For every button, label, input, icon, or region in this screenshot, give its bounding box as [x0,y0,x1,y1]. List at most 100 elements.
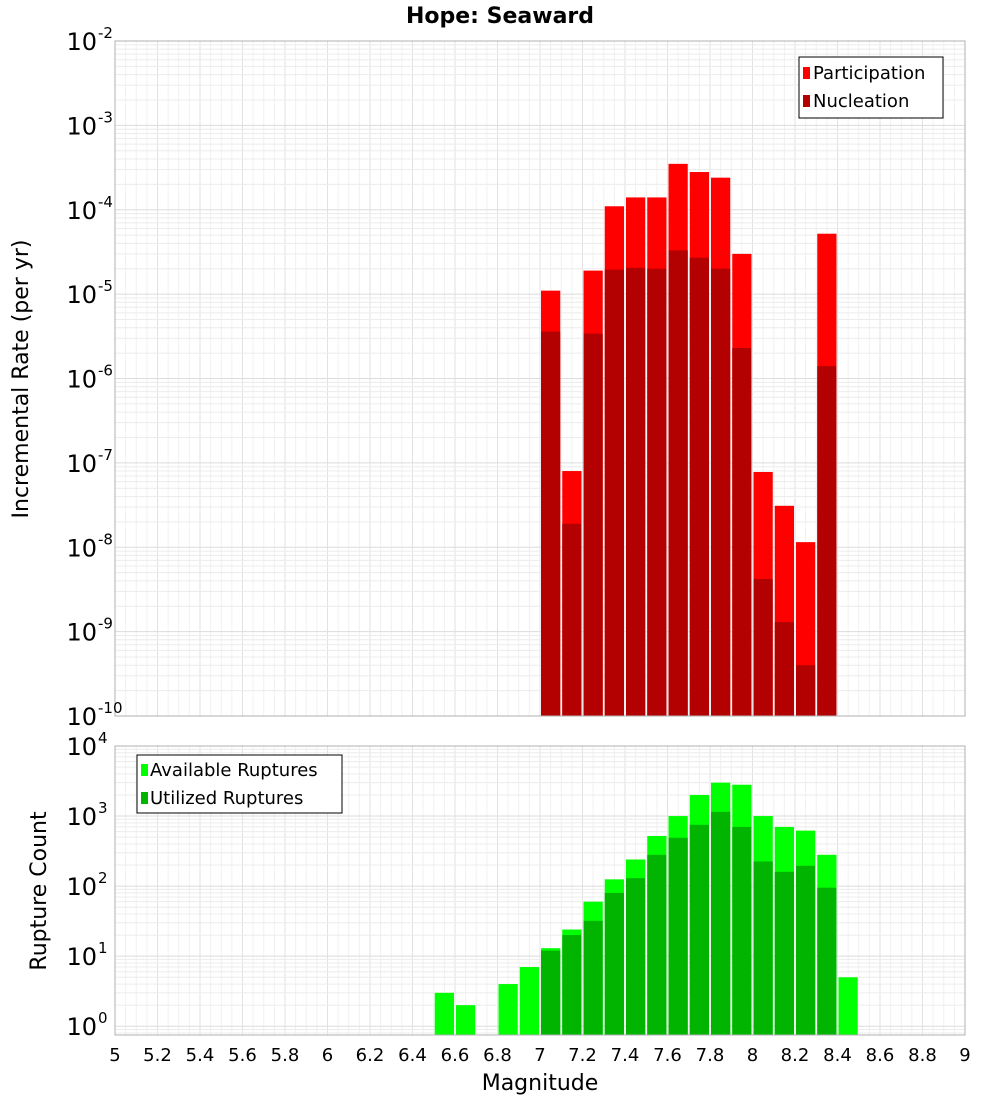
legend-swatch-available [141,764,148,776]
y-tick-label: 10 [66,873,97,901]
bar-utilized-ruptures [626,878,646,1035]
bar-nucleation [689,257,709,716]
x-tick-label: 6.6 [441,1045,470,1066]
bar-available-ruptures [519,967,539,1035]
y-tick-exponent: 2 [98,869,108,887]
y-tick-exponent: 1 [98,939,108,957]
bar-utilized-ruptures [541,950,561,1035]
rate-legend: Participation Nucleation [798,56,944,119]
bar-nucleation [562,523,582,716]
bar-nucleation [817,366,837,716]
x-tick-label: 7.6 [653,1045,682,1066]
bar-nucleation [796,665,816,716]
bar-available-ruptures [838,977,858,1035]
y-tick-exponent: -5 [98,277,113,295]
x-tick-label: 8.4 [823,1045,852,1066]
bar-available-ruptures [456,1005,476,1035]
y-tick-label: 10 [66,112,97,140]
bar-utilized-ruptures [583,920,603,1035]
bar-utilized-ruptures [604,892,624,1035]
bar-utilized-ruptures [753,861,773,1035]
y-tick-label: 10 [66,366,97,394]
bar-nucleation [583,333,603,716]
bar-utilized-ruptures [732,826,752,1035]
count-plot-bars [434,782,858,1035]
x-tick-label: 5.2 [143,1045,172,1066]
y-tick-label: 10 [66,28,97,56]
bar-utilized-ruptures [796,865,816,1035]
legend-label-participation: Participation [813,63,925,84]
y-tick-exponent: 4 [98,729,108,747]
x-tick-label: 9 [959,1045,970,1066]
legend-label-nucleation: Nucleation [813,91,909,112]
count-y-axis-label: Rupture Count [27,811,52,971]
bar-nucleation [711,268,731,716]
bar-nucleation [668,250,688,717]
y-tick-exponent: -3 [98,108,113,126]
legend-swatch-participation [803,67,810,79]
bar-nucleation [626,267,646,716]
x-tick-label: 7.4 [611,1045,640,1066]
count-legend-box [136,754,343,814]
y-tick-label: 10 [66,281,97,309]
bar-available-ruptures [434,992,454,1035]
bar-utilized-ruptures [711,811,731,1035]
y-tick-label: 10 [66,1013,97,1041]
legend-label-utilized: Utilized Ruptures [150,788,303,809]
bar-utilized-ruptures [562,935,582,1035]
rate-legend-box [798,56,944,119]
y-tick-exponent: -6 [98,362,113,380]
legend-label-available: Available Ruptures [150,760,318,781]
y-tick-label: 10 [66,703,97,731]
y-tick-label: 10 [66,619,97,647]
bar-nucleation [604,269,624,716]
y-tick-exponent: -8 [98,530,113,548]
x-tick-label: 5 [109,1045,120,1066]
y-tick-label: 10 [66,733,97,761]
x-tick-label: 6.4 [398,1045,427,1066]
rate-plot-bars [541,163,837,717]
count-legend: Available Ruptures Utilized Ruptures [136,754,343,814]
rate-y-axis-label: Incremental Rate (per yr) [9,240,34,519]
y-tick-exponent: -2 [98,24,113,42]
x-tick-label: 7.2 [568,1045,597,1066]
rate-plot-grid [114,40,966,717]
bar-utilized-ruptures [689,824,709,1035]
chart-title: Hope: Seaward [406,4,594,29]
y-tick-label: 10 [66,534,97,562]
x-ticks: 5 5.2 5.4 5.6 5.8 6 6.2 6.4 6.6 6.8 7 7.2 7.4 7.6 7.8 8… [109,1045,970,1066]
bar-utilized-ruptures [647,854,667,1035]
y-tick-exponent: -9 [98,615,113,633]
x-tick-label: 8.2 [781,1045,810,1066]
bar-nucleation [647,268,667,716]
x-tick-label: 5.8 [271,1045,300,1066]
y-tick-exponent: -10 [98,699,123,717]
bar-nucleation [774,622,794,716]
x-tick-label: 5.6 [228,1045,257,1066]
y-tick-label: 10 [66,450,97,478]
rate-plot-frame [114,40,966,717]
x-tick-label: 8.8 [908,1045,937,1066]
bar-available-ruptures [498,984,518,1035]
bar-utilized-ruptures [668,837,688,1035]
x-tick-label: 5.4 [186,1045,215,1066]
x-tick-label: 6.8 [483,1045,512,1066]
y-tick-exponent: -7 [98,446,113,464]
bar-utilized-ruptures [817,887,837,1035]
y-tick-exponent: 0 [98,1009,108,1027]
bar-utilized-ruptures [774,871,794,1035]
y-tick-exponent: -4 [98,193,113,211]
y-tick-label: 10 [66,943,97,971]
y-tick-label: 10 [66,197,97,225]
x-tick-label: 7 [534,1045,545,1066]
y-tick-exponent: 3 [98,799,108,817]
x-tick-label: 8 [747,1045,758,1066]
bar-nucleation [732,347,752,716]
legend-swatch-utilized [141,792,148,804]
count-plot-frame [114,745,966,1036]
